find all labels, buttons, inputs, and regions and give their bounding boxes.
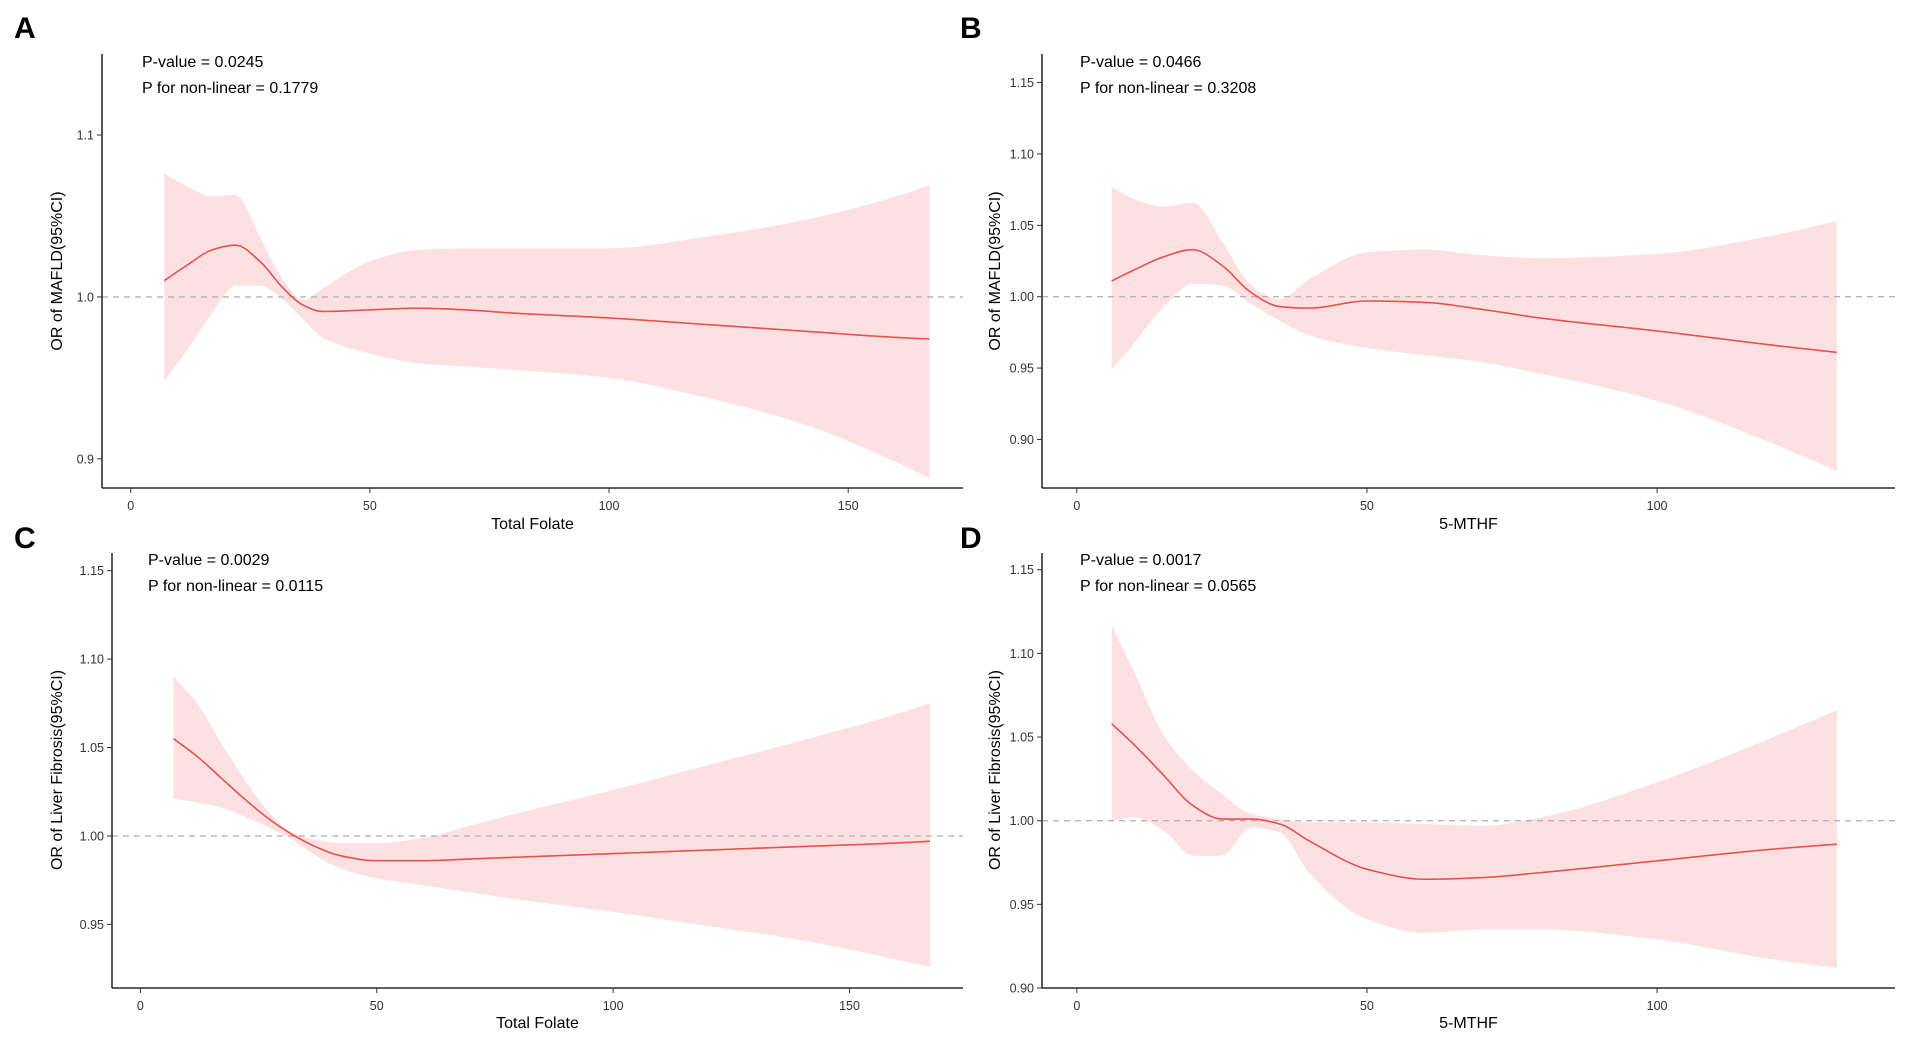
panel-c-ci-band xyxy=(173,676,930,967)
panel-c-y-tick-label: 1.15 xyxy=(80,564,104,578)
panel-b-y-tick-label: 1.05 xyxy=(1010,219,1034,233)
panel-a-letter: A xyxy=(14,12,36,45)
panel-c-y-tick-label: 0.95 xyxy=(80,918,104,932)
panel-c-y-tick-label: 1.00 xyxy=(80,829,104,843)
panel-d-x-tick-label: 0 xyxy=(1073,999,1080,1013)
panel-d-y-tick-label: 1.10 xyxy=(1010,647,1034,661)
panel-d-ci-band xyxy=(1111,624,1837,968)
panel-b-x-tick-label: 0 xyxy=(1073,499,1080,513)
panel-b-y-tick-label: 1.00 xyxy=(1010,290,1034,304)
panel-d-y-tick-label: 0.95 xyxy=(1010,898,1034,912)
panel-a-x-axis-title: Total Folate xyxy=(491,516,574,533)
panel-b-plot-area: 0 50 100 0.90 0.95 1.00 1.05 1.10 1.15 5-MTHF OR o… xyxy=(987,54,1895,533)
panel-d-p-value: P-value = 0.0017 xyxy=(1080,552,1202,569)
panel-d-or-curve xyxy=(1111,723,1838,881)
panel-c-x-tick-label: 100 xyxy=(603,999,624,1013)
panel-d-letter: D xyxy=(960,522,982,555)
panel-d-y-tick-label: 1.00 xyxy=(1010,814,1034,828)
panel-d-y-tick-label: 1.05 xyxy=(1010,731,1034,745)
panel-a-ci-band xyxy=(164,173,930,479)
panel-b-x-tick-label: 100 xyxy=(1647,499,1668,513)
panel-c-or-curve xyxy=(172,738,930,862)
panel-a-y-tick-label: 0.9 xyxy=(77,452,94,466)
panel-a-plot-area: 0 50 100 150 0.9 1.0 1.1 Total Folate OR of MAFL… xyxy=(49,54,963,533)
panel-d-plot-area: 0 50 100 0.90 0.95 1.00 1.05 1.10 1.15 5-MTHF OR o… xyxy=(987,553,1895,1032)
panel-d-p-nonlinear: P for non-linear = 0.0565 xyxy=(1080,578,1256,595)
panel-b-y-tick-label: 1.15 xyxy=(1010,76,1034,90)
panel-b-y-tick-label: 1.10 xyxy=(1010,147,1034,161)
panel-c-y-tick-label: 1.10 xyxy=(80,653,104,667)
panel-b-y-tick-label: 0.90 xyxy=(1010,433,1034,447)
panel-a-p-nonlinear: P for non-linear = 0.1779 xyxy=(142,80,318,97)
panel-a-y-tick-label: 1.1 xyxy=(77,128,94,142)
panel-d-y-tick-label: 1.15 xyxy=(1010,563,1034,577)
panel-a-or-curve xyxy=(163,244,930,340)
panel-c-plot-area: 0 50 100 150 0.95 1.00 1.05 1.10 1.15 Total Folat… xyxy=(49,553,963,1032)
panel-c-x-axis-title: Total Folate xyxy=(496,1015,579,1032)
panel-b-x-axis-title: 5-MTHF xyxy=(1439,516,1498,533)
panel-b-y-tick-label: 0.95 xyxy=(1010,362,1034,376)
panel-d-x-tick-label: 100 xyxy=(1647,999,1668,1013)
panel-b-letter: B xyxy=(960,12,982,45)
panel-a-y-axis-title: OR of MAFLD(95%CI) xyxy=(49,191,66,350)
panel-b-y-axis-title: OR of MAFLD(95%CI) xyxy=(987,191,1004,350)
panel-d-y-axis-title: OR of Liver Fibrosis(95%CI) xyxy=(987,670,1004,870)
panel-c-x-tick-label: 150 xyxy=(839,999,860,1013)
panel-c-letter: C xyxy=(14,522,36,555)
panel-d: 0 50 100 0.90 0.95 1.00 1.05 1.10 1.15 5-MTHF OR o… xyxy=(960,522,1895,1032)
panel-a-x-tick-label: 150 xyxy=(838,499,859,513)
panel-b-p-value: P-value = 0.0466 xyxy=(1080,54,1202,71)
panel-c-y-tick-label: 1.05 xyxy=(80,741,104,755)
panel-b-or-curve xyxy=(1111,248,1838,354)
panel-c-p-value: P-value = 0.0029 xyxy=(148,552,270,569)
panel-b-x-tick-label: 50 xyxy=(1360,499,1374,513)
panel-c: 0 50 100 150 0.95 1.00 1.05 1.10 1.15 Total Folat… xyxy=(14,522,963,1032)
panel-d-y-tick-label: 0.90 xyxy=(1010,982,1034,996)
panel-b-ci-band xyxy=(1111,186,1837,471)
panel-a-x-tick-label: 50 xyxy=(363,499,377,513)
panel-c-x-tick-label: 50 xyxy=(370,999,384,1013)
panel-a-x-tick-label: 0 xyxy=(127,499,134,513)
panel-a-p-value: P-value = 0.0245 xyxy=(142,54,264,71)
panel-a: 0 50 100 150 0.9 1.0 1.1 Total Folate OR of MAFL… xyxy=(14,12,963,533)
panel-d-x-tick-label: 50 xyxy=(1360,999,1374,1013)
panel-a-x-tick-label: 100 xyxy=(599,499,620,513)
panel-c-x-tick-label: 0 xyxy=(137,999,144,1013)
panel-b-p-nonlinear: P for non-linear = 0.3208 xyxy=(1080,80,1256,97)
panel-b: 0 50 100 0.90 0.95 1.00 1.05 1.10 1.15 5-MTHF OR o… xyxy=(960,12,1895,533)
panel-a-y-tick-label: 1.0 xyxy=(77,290,94,304)
panel-d-x-axis-title: 5-MTHF xyxy=(1439,1015,1498,1032)
panel-c-p-nonlinear: P for non-linear = 0.0115 xyxy=(148,578,323,595)
panel-c-y-axis-title: OR of Liver Fibrosis(95%CI) xyxy=(49,670,66,870)
